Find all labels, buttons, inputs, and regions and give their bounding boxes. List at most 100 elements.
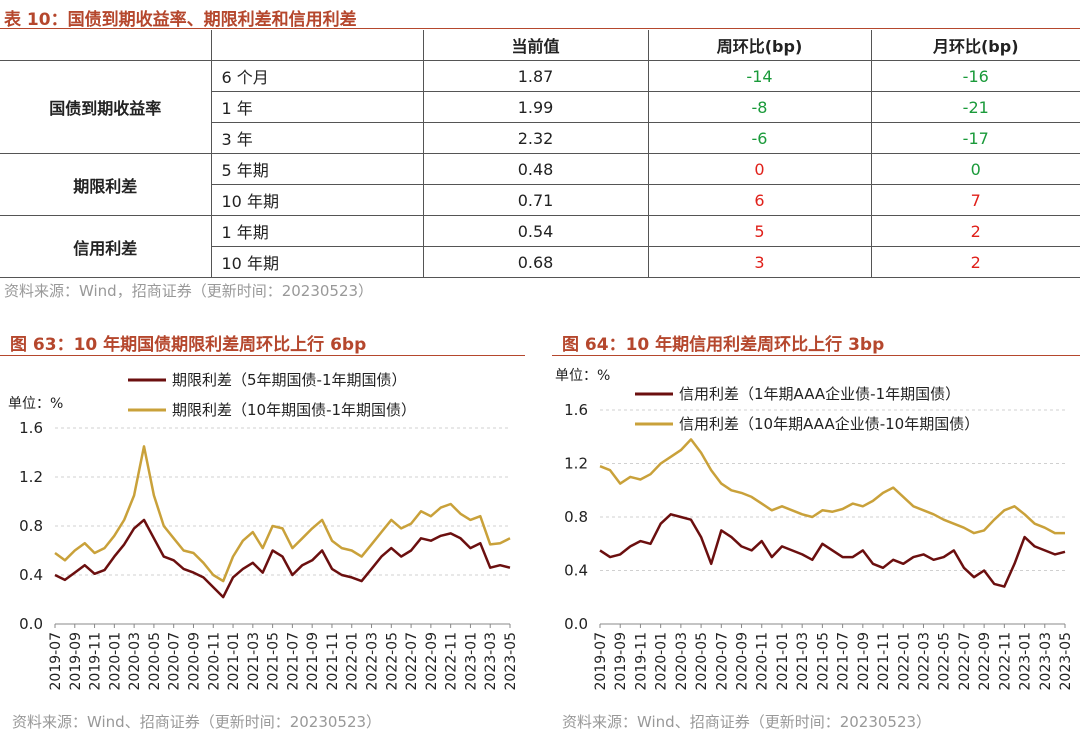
x-tick-label: 2021-09 [856,632,872,691]
x-tick-label: 2019-09 [68,632,84,691]
x-tick-label: 2021-05 [266,632,282,691]
row-label: 1 年期 [210,215,423,247]
x-tick-label: 2020-01 [654,632,670,691]
row-current: 2.32 [422,122,648,154]
header-empty-cell-1 [0,30,211,61]
chart-64-source: 资料来源：Wind、招商证券（更新时间：20230523） [562,713,932,731]
row-mom: 2 [870,215,1080,247]
row-current: 1.99 [422,91,648,123]
x-tick-label: 2020-03 [127,632,143,691]
chart-64-title: 图 64：10 年期信用利差周环比上行 3bp [562,335,885,355]
row-current: 0.71 [422,184,648,216]
x-tick-label: 2020-09 [186,632,202,691]
row-mom: 7 [870,184,1080,216]
x-tick-label: 2021-01 [226,632,242,691]
y-tick-label: 1.2 [19,468,43,486]
x-tick-label: 2021-05 [815,632,831,691]
table-row: 10 年期 0.68 3 2 [0,246,1080,278]
x-tick-label: 2023-05 [1058,632,1074,691]
row-wow: -8 [647,91,871,123]
group-label: 期限利差 [0,153,211,216]
x-tick-label: 2023-01 [463,632,479,691]
row-wow: 5 [647,215,871,247]
group-label: 国债到期收益率 [0,60,211,154]
y-tick-label: 1.6 [19,419,43,437]
x-tick-label: 2022-03 [365,632,381,691]
x-tick-label: 2022-07 [404,632,420,691]
series-line-2 [54,445,511,583]
y-tick-label: 1.6 [564,401,588,419]
y-tick-label: 0.4 [564,562,588,580]
row-current: 1.87 [422,60,648,92]
chart-63-title: 图 63：10 年期国债期限利差周环比上行 6bp [10,335,367,355]
x-tick-label: 2022-01 [345,632,361,691]
x-tick-label: 2020-03 [674,632,690,691]
x-tick-label: 2020-09 [735,632,751,691]
header-mom: 月环比(bp) [870,30,1080,61]
series-line-2 [599,438,1065,535]
row-current: 0.54 [422,215,648,247]
y-tick-label: 0.0 [564,615,588,633]
row-label: 1 年 [210,91,423,123]
x-tick-label: 2023-03 [483,632,499,691]
row-wow: 6 [647,184,871,216]
chart-63-source: 资料来源：Wind、招商证券（更新时间：20230523） [12,713,382,731]
x-tick-label: 2021-01 [775,632,791,691]
x-tick-label: 2019-07 [593,632,609,691]
x-tick-label: 2021-07 [836,632,852,691]
row-current: 0.68 [422,246,648,278]
x-tick-label: 2020-07 [714,632,730,691]
x-tick-label: 2021-09 [305,632,321,691]
x-tick-label: 2019-09 [613,632,629,691]
x-tick-label: 2020-05 [694,632,710,691]
yield-table: 当前值 周环比(bp) 月环比(bp) 国债到期收益率 6 个月 1.87 -1… [0,30,1080,278]
x-tick-label: 2020-05 [147,632,163,691]
series-line-1 [54,518,511,599]
row-wow: -14 [647,60,871,92]
table-row: 国债到期收益率 6 个月 1.87 -14 -16 [0,60,1080,154]
x-tick-label: 2020-11 [206,632,222,691]
header-empty-cell-2 [210,30,423,61]
header-current: 当前值 [422,30,648,61]
table-title-rule [0,28,1080,29]
x-tick-label: 2022-01 [896,632,912,691]
x-tick-label: 2021-07 [285,632,301,691]
legend-label: 信用利差（10年期AAA企业债-10年期国债） [679,415,979,433]
x-tick-label: 2021-11 [325,632,341,691]
x-tick-label: 2022-09 [424,632,440,691]
x-tick-label: 2023-03 [1038,632,1054,691]
row-wow: 0 [647,153,871,185]
y-tick-label: 0.8 [564,508,588,526]
x-tick-label: 2019-11 [633,632,649,691]
table-row: 3 年 2.32 -6 -17 [0,122,1080,154]
row-wow: -6 [647,122,871,154]
unit-label: 单位：% [555,368,610,384]
table-source: 资料来源：Wind，招商证券（更新时间：20230523） [4,282,374,300]
legend-label: 期限利差（5年期国债-1年期国债） [172,371,407,389]
x-tick-label: 2020-11 [755,632,771,691]
table-header-row: 当前值 周环比(bp) 月环比(bp) [0,30,1080,61]
group-label: 信用利差 [0,215,211,278]
chart-64-title-rule [552,355,1080,356]
x-tick-label: 2021-03 [246,632,262,691]
row-label: 3 年 [210,122,423,154]
x-tick-label: 2019-07 [48,632,64,691]
x-tick-label: 2023-01 [1018,632,1034,691]
table-row: 期限利差 5 年期 0.48 0 0 [0,153,1080,216]
x-tick-label: 2022-09 [977,632,993,691]
series-line-1 [599,513,1066,588]
x-tick-label: 2022-05 [384,632,400,691]
y-tick-label: 0.8 [19,517,43,535]
header-wow: 周环比(bp) [647,30,871,61]
row-mom: -17 [870,122,1080,154]
row-mom: 2 [870,246,1080,278]
table-row: 1 年 1.99 -8 -21 [0,91,1080,123]
x-tick-label: 2019-11 [88,632,104,691]
row-label: 10 年期 [210,246,423,278]
row-mom: -16 [870,60,1080,92]
chart-63-title-rule [0,355,525,356]
legend-label: 期限利差（10年期国债-1年期国债） [172,401,416,419]
row-current: 0.48 [422,153,648,185]
x-tick-label: 2020-07 [167,632,183,691]
x-tick-label: 2022-07 [957,632,973,691]
